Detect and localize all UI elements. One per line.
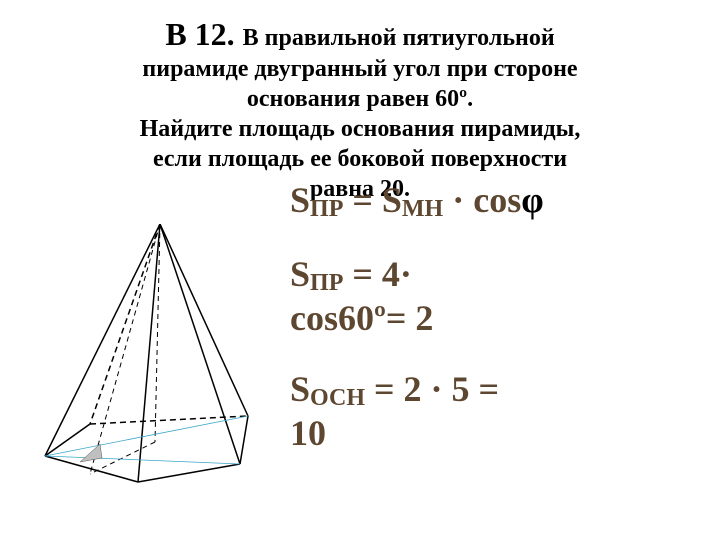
eq3-ans: 10 <box>290 413 326 453</box>
title-l1: В правильной пятиугольной <box>243 25 555 51</box>
task-number: В 12 <box>165 16 226 52</box>
pyramid-svg <box>30 224 280 484</box>
eq3-sub: ОСН <box>310 385 365 411</box>
title-l4: Найдите площадь основания пирамиды, <box>140 116 581 142</box>
eq1: SПР = SМН · cosφ <box>290 180 700 224</box>
eq1-phi: φ <box>521 180 543 220</box>
eq3: SОСН = 2 · 5 = 10 <box>290 369 700 454</box>
problem-title: В 12. В правильной пятиугольной пирамиде… <box>0 0 720 204</box>
pyramid-diagram <box>0 204 280 489</box>
title-l3: основания равен 60º. <box>247 86 473 112</box>
eq1-cos: · cos <box>443 180 521 220</box>
eq1-sub: ПР <box>310 196 343 222</box>
task-number-dot: . <box>227 16 243 52</box>
title-l5: если площадь ее боковой поверхности <box>153 146 567 172</box>
formula-block: SПР = SМН · cosφ SПР = 4· cos60º= 2 SОСН… <box>280 204 720 489</box>
eq2-eq: = 4· <box>343 254 412 294</box>
eq3-s: S <box>290 369 310 409</box>
eq1-s: S <box>290 180 310 220</box>
title-l2: пирамиде двугранный угол при стороне <box>142 56 577 82</box>
eq1-sub2: МН <box>402 196 443 222</box>
eq3-eq: = 2 · 5 = <box>365 369 499 409</box>
eq2-sub: ПР <box>310 270 343 296</box>
eq2-s: S <box>290 254 310 294</box>
eq2: SПР = 4· cos60º= 2 <box>290 254 700 339</box>
eq2-cos: cos60º= 2 <box>290 298 433 338</box>
eq1-eq: = S <box>343 180 402 220</box>
